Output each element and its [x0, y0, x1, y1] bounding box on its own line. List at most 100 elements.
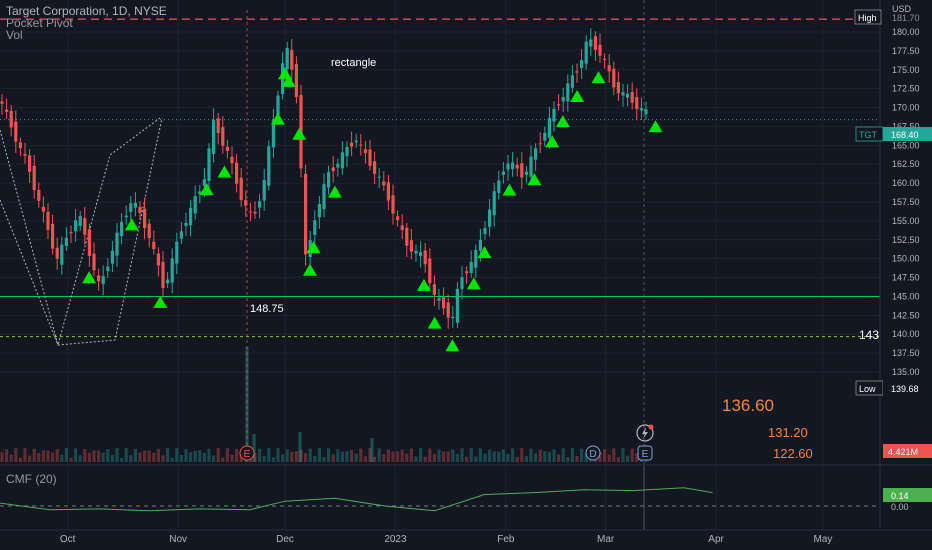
candle-body — [524, 171, 528, 175]
volume-bar — [350, 449, 354, 462]
volume-bar — [616, 457, 620, 462]
candle-body — [515, 164, 519, 169]
volume-bar — [189, 452, 193, 462]
candle-body — [511, 162, 515, 170]
candle-body — [561, 97, 565, 102]
target-131-label[interactable]: 131.20 — [768, 425, 808, 440]
candle-body — [621, 92, 625, 96]
volume-bar — [18, 457, 22, 462]
earnings-marker-upcoming[interactable]: E — [637, 445, 653, 461]
candle-body — [97, 275, 101, 282]
time-tick-label: Oct — [60, 534, 76, 545]
volume-bar — [478, 448, 482, 462]
candle-body — [221, 127, 225, 146]
candle-body — [170, 258, 174, 283]
volume-bar — [0, 452, 4, 462]
time-tick-label: Dec — [276, 534, 294, 545]
volume-bar — [483, 453, 487, 462]
time-axis[interactable]: Oct Nov Dec 2023 Feb Mar Apr May — [60, 534, 832, 545]
candle-body — [350, 142, 354, 147]
candle-body — [469, 261, 473, 273]
candle-body — [244, 200, 248, 206]
volume-bar — [14, 448, 18, 462]
candle-body — [143, 208, 147, 229]
time-tick-label: 2023 — [384, 534, 407, 545]
currency-label: USD — [892, 4, 912, 14]
candle-body — [230, 156, 234, 164]
price-tick-label: 172.50 — [892, 84, 920, 94]
cmf-line — [0, 487, 713, 512]
candle-body — [37, 189, 41, 201]
volume-bar — [87, 452, 91, 462]
volume-bar — [432, 453, 436, 462]
price-148-label[interactable]: 148.75 — [250, 303, 284, 315]
volume-bar — [230, 454, 234, 462]
time-tick-label: Feb — [497, 534, 515, 545]
current-price-tag: TGT 168.40 — [855, 126, 932, 142]
volume-bar — [225, 448, 229, 462]
candle-body — [262, 179, 266, 201]
volume-bar — [538, 449, 542, 462]
volume-bar — [299, 449, 303, 462]
indicator-volume[interactable]: Vol — [6, 28, 23, 42]
volume-bar — [437, 449, 441, 462]
candle-body — [363, 149, 367, 154]
volume-bar — [359, 448, 363, 462]
candle-body — [455, 288, 459, 323]
candle-body — [552, 108, 556, 122]
volume-bar — [552, 449, 556, 462]
volume-bar — [308, 448, 312, 462]
volume-bar — [382, 454, 386, 462]
volume-bar — [179, 454, 183, 462]
candle-body — [612, 68, 616, 88]
candle-body — [538, 143, 542, 145]
indicator-pocket-pivot[interactable]: Pocket Pivot — [6, 16, 73, 30]
candle-body — [483, 228, 487, 235]
volume-bar-spike — [245, 347, 249, 462]
volume-bar — [488, 449, 492, 462]
candle-body — [290, 49, 294, 70]
price-tick-label: 162.50 — [892, 159, 920, 169]
candle-body — [501, 171, 505, 175]
volume-bar — [497, 451, 501, 462]
rectangle-label[interactable]: rectangle — [331, 57, 376, 69]
volume-bar — [32, 448, 36, 462]
candle-body — [391, 195, 395, 214]
candle-body — [419, 252, 423, 257]
volume-bar — [23, 448, 27, 462]
price-tick-label: 180.00 — [892, 27, 920, 37]
volume-bar-spike — [252, 434, 256, 462]
candle-body — [14, 121, 18, 142]
candle-body — [584, 41, 588, 64]
candle-body — [28, 155, 32, 172]
volume-bar — [138, 452, 142, 462]
volume-bar — [304, 453, 308, 462]
dividend-marker[interactable]: D — [585, 445, 601, 461]
chart-title[interactable]: Target Corporation, 1D, NYSE — [6, 4, 167, 18]
volume-bar — [313, 456, 317, 462]
candle-body — [354, 140, 358, 143]
cmf-legend[interactable]: CMF (20) — [6, 472, 57, 486]
volume-bar — [446, 451, 450, 462]
target-136-label[interactable]: 136.60 — [722, 396, 774, 415]
target-122-label[interactable]: 122.60 — [773, 446, 813, 461]
flash-icon[interactable] — [636, 424, 654, 442]
candle-body — [193, 196, 197, 214]
volume-bar — [340, 451, 344, 462]
earnings-marker[interactable]: E — [239, 445, 255, 461]
candle-body — [212, 119, 216, 155]
dividend-marker-letter: D — [589, 449, 596, 460]
price-axis[interactable]: 180.00 177.50 175.00 172.50 170.00 167.50 165.… — [892, 27, 920, 377]
pocket-pivot-arrow — [427, 316, 442, 329]
volume-bar — [124, 448, 128, 462]
volume-bar — [529, 448, 533, 462]
volume-bar — [290, 451, 294, 462]
level-143-label[interactable]: 143 — [859, 328, 879, 342]
candle-body — [184, 222, 188, 227]
volume-bar-spike — [298, 432, 302, 462]
candle-body — [626, 93, 630, 98]
price-tick-label: 152.50 — [892, 235, 920, 245]
candle-body — [616, 82, 620, 94]
